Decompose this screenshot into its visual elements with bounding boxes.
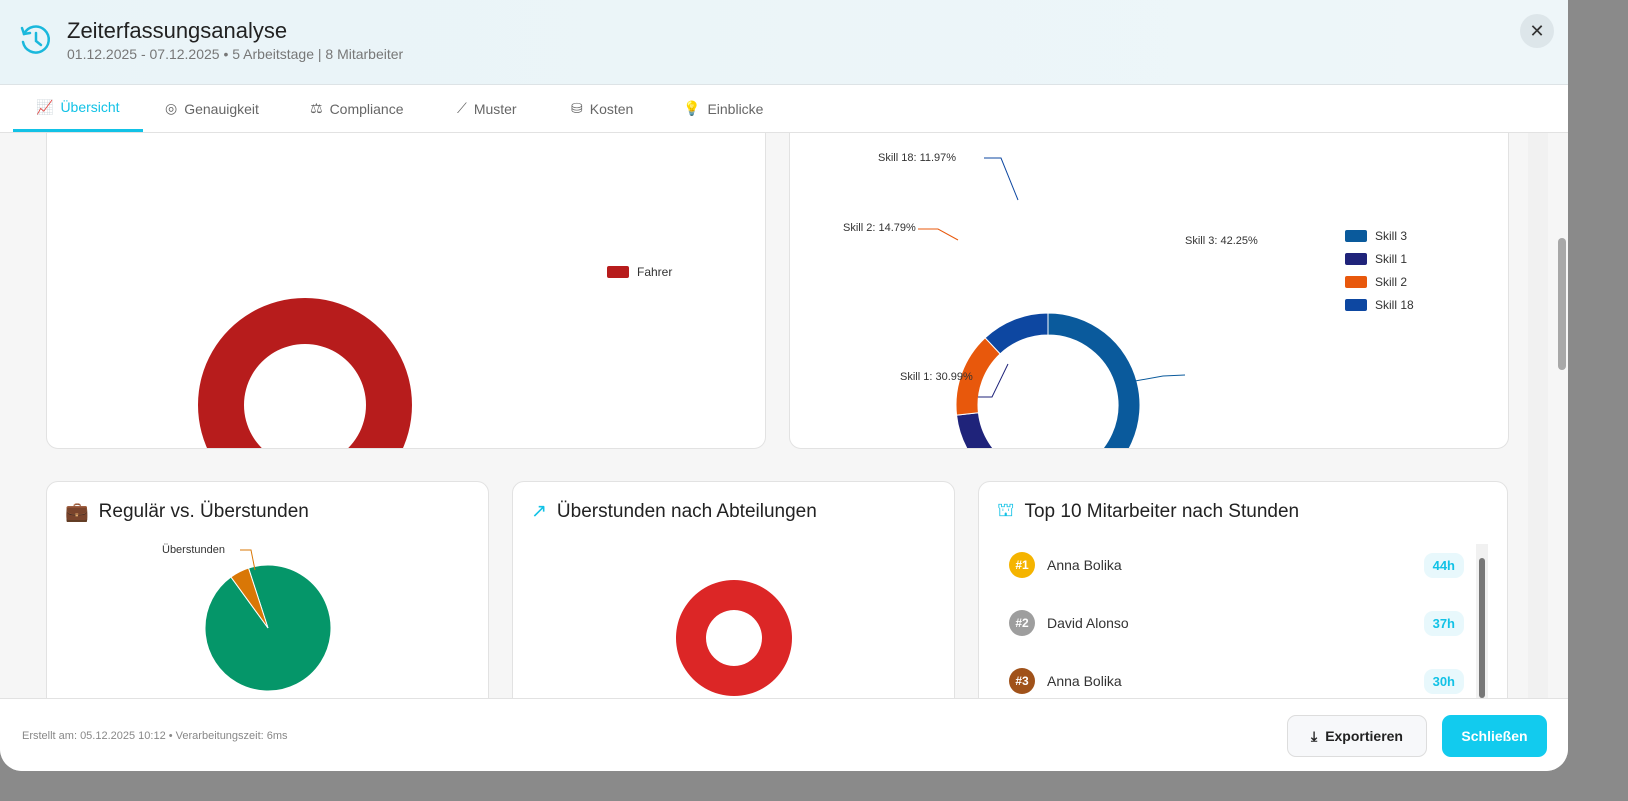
briefcase-clock-icon: 💼 [65,502,89,523]
data-label: Skill 2: 14.79% [843,222,916,234]
tab-label: Genauigkeit [184,100,259,117]
overtime-by-department-card: ↗ Überstunden nach Abteilungen [512,481,955,698]
hours-badge: 44h [1423,552,1464,578]
legend-swatch [1345,229,1367,242]
rank-badge: #1 [1009,552,1035,578]
slice-überstunden[interactable] [230,567,269,629]
modal-footer: Erstellt am: 05.12.2025 10:12 • Verarbei… [0,698,1568,771]
legend-item[interactable]: Fahrer [607,260,672,283]
content-scrollbar[interactable] [1528,133,1548,698]
legend-swatch [1345,298,1367,311]
tab-label: Compliance [329,100,404,117]
modal-subtitle: 01.12.2025 - 07.12.2025 • 5 Arbeitstage … [67,46,404,62]
legend-label: Skill 2 [1375,274,1408,289]
modal-header: Zeiterfassungsanalyse 01.12.2025 - 07.12… [0,0,1568,85]
legend: Fahrer [607,260,672,283]
employee-name: Anna Bolika [1047,557,1122,573]
legend-item[interactable]: Skill 18 [1345,293,1414,316]
card-title-text: Top 10 Mitarbeiter nach Stunden [1024,501,1300,522]
slice-skill-3[interactable] [1047,312,1141,487]
hours-badge: 30h [1423,668,1464,694]
modal-title: Zeiterfassungsanalyse [67,18,288,43]
slice-skill-18[interactable] [984,312,1049,355]
rank-badge: #3 [1009,668,1035,694]
legend-item[interactable]: Skill 2 [1345,270,1414,293]
tab-genauigkeit[interactable]: ◎ Genauigkeit [142,85,282,132]
data-label: Skill 18: 11.97% [878,152,957,164]
lightbulb-icon: 💡 [683,100,701,116]
tab-label: Einblicke [707,100,764,117]
label-leader-line [240,549,256,571]
footer-info: Erstellt am: 05.12.2025 10:12 • Verarbei… [22,730,288,742]
line-chart-icon: ⟋ [457,100,467,116]
card-title: ⛫ Top 10 Mitarbeiter nach Stunden [997,500,1299,524]
top10-card: ⛫ Top 10 Mitarbeiter nach Stunden #1 Anna … [978,481,1508,698]
legend-swatch [1345,275,1367,288]
legend-swatch [1345,252,1367,265]
card-title-text: Regulär vs. Überstunden [98,501,309,522]
tab-compliance[interactable]: ⚖ Compliance [287,85,427,132]
label-leader-line [918,228,959,241]
close-button[interactable]: Schließen [1442,715,1547,757]
regular-vs-overtime-card: 💼 Regulär vs. Überstunden Überstunden [46,481,489,698]
chart-area-icon: 📈 [36,98,54,115]
analysis-modal: Zeiterfassungsanalyse 01.12.2025 - 07.12… [0,0,1568,771]
list-scrollbar[interactable] [1476,544,1488,698]
role-donut-chart [197,298,412,512]
skill-chart-card: Skill 18: 11.97% Skill 3: 42.25% Skill 2… [789,133,1509,498]
tab-uebersicht[interactable]: 📈 Übersicht [13,85,143,132]
legend-swatch [607,265,629,278]
tab-bar: 📈 Übersicht ◎ Genauigkeit ⚖ Compliance ⟋ Mus… [0,85,1568,133]
legend-item[interactable]: Skill 3 [1345,224,1414,247]
legend-label: Skill 3 [1375,228,1408,243]
label-leader-line [1134,374,1186,382]
card-title: ↗ Überstunden nach Abteilungen [531,500,817,523]
history-icon [20,25,51,54]
label-leader-line [984,157,1019,201]
tab-einblicke[interactable]: 💡 Einblicke [660,85,786,132]
tab-kosten[interactable]: ⛁ Kosten [548,85,656,132]
export-label: Exportieren [1325,728,1403,744]
data-label: Skill 3: 42.25% [1185,235,1258,247]
list-item[interactable]: #3 Anna Bolika 30h [1009,668,1464,694]
coins-icon: ⛁ [571,100,583,116]
list-item[interactable]: #2 David Alonso 37h [1009,610,1464,636]
tab-label: Übersicht [60,99,120,115]
tab-label: Muster [473,100,517,117]
data-label: Skill 1: 30.99% [900,371,973,383]
legend-label: Skill 18 [1375,297,1414,312]
tab-muster[interactable]: ⟋ Muster [434,85,540,132]
slice-skill-1[interactable] [956,412,1092,498]
employee-name: David Alonso [1047,615,1129,631]
scale-icon: ⚖ [310,100,323,116]
role-chart-card: Fahrer [46,133,766,512]
download-icon: ⤓ [1310,727,1318,744]
legend: Skill 3 Skill 1 Skill 2 Skill 18 [1345,224,1414,316]
tab-label: Kosten [589,100,634,117]
hours-badge: 37h [1423,610,1464,636]
slice-fahrer[interactable] [197,298,412,512]
data-label: Überstunden [162,544,225,556]
target-icon: ◎ [165,100,178,116]
employee-name: Anna Bolika [1047,673,1122,689]
rank-badge: #2 [1009,610,1035,636]
card-title: 💼 Regulär vs. Überstunden [65,500,309,524]
legend-label: Fahrer [637,264,673,279]
card-title-text: Überstunden nach Abteilungen [556,500,817,522]
close-icon[interactable]: ✕ [1520,14,1554,48]
label-leader-line [978,363,1009,398]
scrollbar-thumb[interactable] [1558,238,1566,370]
department-donut-chart [675,580,792,696]
slice-0[interactable] [675,580,792,696]
content-area: Fahrer Skill 18: 11.97% Skill 3: 42.25% … [0,133,1568,698]
legend-label: Skill 1 [1375,251,1408,266]
export-button[interactable]: ⤓ Exportieren [1287,715,1427,757]
legend-item[interactable]: Skill 1 [1345,247,1414,270]
trending-up-icon: ↗ [531,501,547,522]
podium-icon: ⛫ [997,500,1015,521]
list-item[interactable]: #1 Anna Bolika 44h [1009,552,1464,578]
overtime-pie-chart [204,549,332,692]
